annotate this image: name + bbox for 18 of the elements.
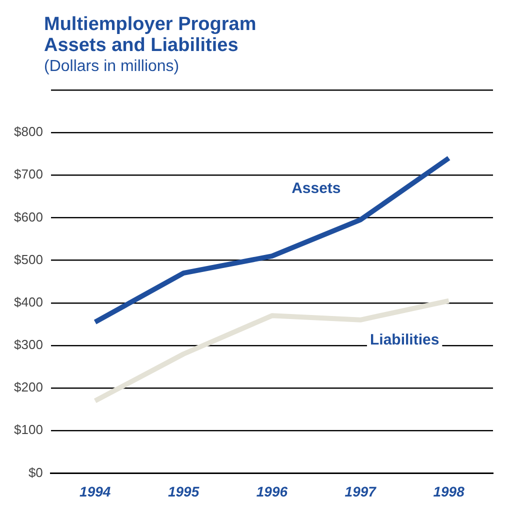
y-tick-label: $0: [28, 464, 43, 480]
x-tick-label: 1998: [433, 483, 465, 500]
x-tick-label: 1997: [344, 483, 378, 500]
chart-title: Multiemployer Program Assets and Liabilities: [44, 14, 256, 56]
y-tick-label: $100: [14, 422, 43, 438]
y-tick-label: $400: [14, 294, 43, 310]
series-label: Assets: [292, 180, 341, 197]
y-tick-label: $700: [14, 166, 43, 182]
x-tick-label: 1996: [256, 483, 288, 500]
chart-subtitle: (Dollars in millions): [44, 58, 180, 76]
y-tick-label: $300: [14, 337, 43, 352]
y-tick-label: $800: [14, 124, 43, 140]
y-tick-label: $200: [14, 380, 43, 395]
y-tick-label: $600: [14, 209, 43, 224]
x-tick-label: 1995: [168, 483, 200, 500]
y-tick-label: $500: [14, 252, 43, 267]
series-label: Liabilities: [370, 331, 440, 348]
x-tick-label: 1994: [80, 483, 111, 500]
